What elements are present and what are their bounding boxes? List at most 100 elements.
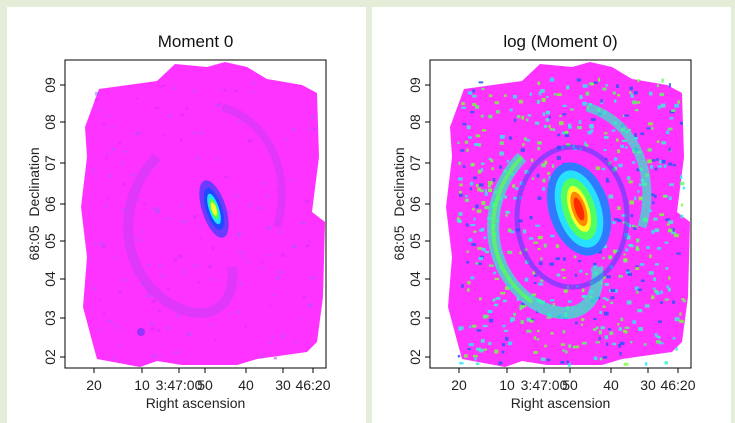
noise-pixel — [465, 194, 468, 198]
noise-pixel — [618, 343, 622, 348]
noise-pixel — [626, 300, 632, 305]
noise-pixel — [528, 237, 534, 240]
noise-pixel — [623, 253, 626, 256]
noise-pixel — [521, 115, 525, 120]
noise-pixel — [488, 157, 492, 161]
noise-pixel — [526, 139, 530, 142]
noise-pixel — [146, 294, 152, 298]
noise-pixel — [156, 328, 161, 332]
noise-pixel — [197, 281, 201, 284]
noise-pixel — [257, 206, 262, 211]
noise-pixel — [457, 141, 460, 144]
noise-pixel — [180, 219, 186, 224]
noise-pixel — [537, 146, 541, 151]
noise-pixel — [672, 300, 676, 304]
noise-pixel — [601, 167, 606, 171]
noise-pixel — [472, 324, 477, 328]
noise-pixel — [458, 161, 461, 166]
noise-pixel — [525, 118, 529, 122]
noise-pixel — [494, 101, 499, 105]
noise-pixel — [474, 105, 480, 109]
x-tick-label: 30 — [275, 377, 291, 393]
noise-pixel — [106, 113, 110, 117]
noise-pixel — [633, 90, 638, 95]
noise-pixel — [567, 300, 572, 303]
noise-pixel — [604, 282, 609, 286]
noise-pixel — [209, 324, 215, 327]
noise-pixel — [150, 326, 156, 331]
noise-pixel — [655, 263, 659, 266]
noise-pixel — [605, 177, 609, 182]
noise-pixel — [513, 196, 518, 200]
noise-pixel — [473, 176, 477, 180]
noise-pixel — [507, 228, 512, 233]
noise-pixel — [600, 99, 603, 103]
noise-pixel — [481, 87, 485, 91]
noise-pixel — [283, 138, 289, 141]
noise-pixel — [510, 230, 515, 234]
noise-pixel — [602, 356, 608, 359]
map-area — [81, 62, 325, 367]
noise-pixel — [602, 87, 607, 91]
noise-pixel — [519, 251, 522, 255]
noise-pixel — [664, 361, 668, 365]
noise-pixel — [310, 276, 315, 280]
noise-pixel — [566, 360, 569, 364]
noise-pixel — [656, 84, 660, 88]
noise-pixel — [252, 90, 255, 93]
noise-pixel — [472, 89, 475, 93]
noise-pixel — [118, 344, 122, 347]
noise-pixel — [178, 254, 183, 259]
noise-pixel — [161, 134, 165, 137]
noise-pixel — [646, 246, 650, 250]
noise-pixel — [559, 114, 562, 118]
noise-pixel — [580, 323, 584, 326]
noise-pixel — [613, 289, 618, 293]
noise-pixel — [629, 200, 635, 205]
noise-pixel — [633, 227, 637, 230]
noise-pixel — [600, 326, 605, 330]
noise-pixel — [666, 223, 670, 226]
noise-pixel — [265, 194, 270, 198]
noise-pixel — [618, 327, 622, 331]
noise-pixel — [545, 118, 550, 122]
noise-pixel — [241, 255, 244, 260]
noise-pixel — [120, 161, 124, 165]
noise-pixel — [198, 225, 202, 229]
noise-pixel — [471, 243, 477, 246]
noise-pixel — [555, 244, 560, 248]
noise-pixel — [193, 263, 198, 268]
y-axis-label: Declination — [391, 147, 407, 216]
noise-pixel — [503, 94, 507, 97]
noise-pixel — [487, 188, 493, 192]
noise-pixel — [488, 94, 493, 98]
noise-pixel — [585, 91, 590, 96]
noise-pixel — [680, 203, 684, 207]
chart-title: Moment 0 — [158, 32, 234, 51]
noise-pixel — [624, 330, 628, 334]
noise-pixel — [613, 218, 619, 221]
noise-pixel — [506, 159, 510, 163]
noise-pixel — [523, 229, 527, 234]
noise-pixel — [476, 329, 482, 332]
noise-pixel — [618, 274, 623, 278]
noise-pixel — [652, 287, 657, 290]
noise-pixel — [557, 133, 561, 137]
noise-pixel — [635, 248, 640, 252]
noise-pixel — [504, 195, 507, 199]
noise-pixel — [623, 258, 628, 262]
noise-pixel — [609, 331, 614, 335]
noise-pixel — [657, 165, 662, 168]
noise-pixel — [660, 290, 663, 295]
noise-pixel — [656, 158, 659, 161]
noise-pixel — [658, 342, 664, 345]
noise-pixel — [518, 99, 523, 104]
noise-pixel — [659, 92, 664, 97]
noise-pixel — [463, 354, 468, 358]
noise-pixel — [551, 164, 555, 168]
noise-pixel — [304, 199, 310, 204]
noise-pixel — [623, 362, 629, 366]
noise-pixel — [595, 166, 601, 170]
x-tick-label: 3:47:00 — [156, 377, 203, 393]
noise-pixel — [604, 132, 608, 135]
